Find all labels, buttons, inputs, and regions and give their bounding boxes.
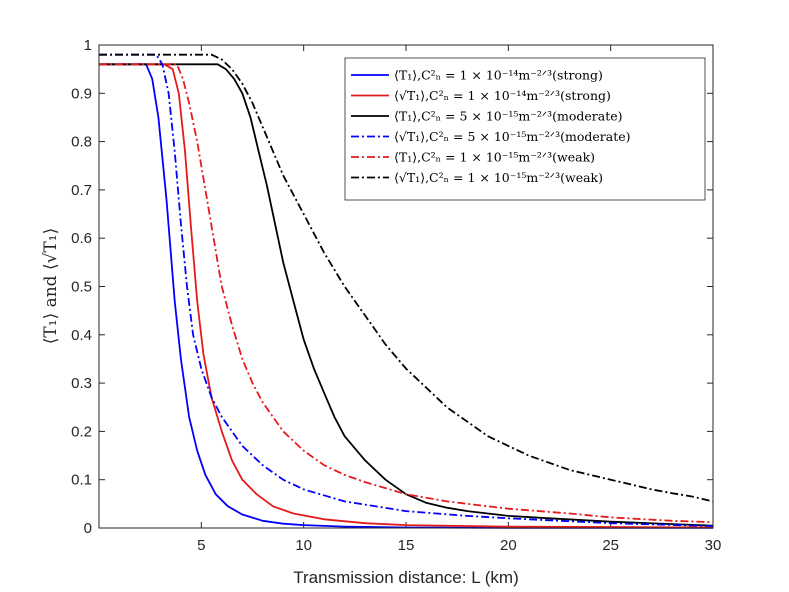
legend-box: [344, 57, 706, 201]
x-tick-label: 20: [500, 537, 517, 554]
legend-entry-1: ⟨T₁⟩,C²ₙ = 1 × 10⁻¹⁴m⁻²ᐟ³(strong): [394, 68, 603, 83]
series-line-3: [99, 63, 714, 527]
y-tick-label: 0.6: [71, 230, 92, 247]
legend-regime: (weak): [552, 150, 595, 165]
x-tick-label: 15: [398, 537, 415, 554]
x-tick-label: 25: [602, 537, 619, 554]
y-axis-label: ⟨T₁⟩ and ⟨√T₁⟩: [41, 228, 61, 344]
y-tick-label: 0.3: [71, 375, 92, 392]
legend-regime: (weak): [560, 170, 603, 185]
legend-regime: (strong): [560, 88, 611, 103]
y-tick-label: 0.2: [71, 423, 92, 440]
legend-entry-6: ⟨√T₁⟩,C²ₙ = 1 × 10⁻¹⁵m⁻²ᐟ³(weak): [394, 170, 603, 185]
legend-entry-3: ⟨T₁⟩,C²ₙ = 5 × 10⁻¹⁵m⁻²ᐟ³(moderate): [394, 109, 623, 124]
y-tick-label: 0: [84, 520, 92, 537]
legend-regime: (moderate): [552, 109, 622, 124]
legend-quantity: ⟨T₁⟩,: [394, 150, 421, 165]
x-axis-label: Transmission distance: L (km): [293, 568, 518, 587]
y-tick-label: 0.4: [71, 327, 92, 344]
legend-quantity: ⟨√T₁⟩,: [394, 170, 429, 185]
y-tick-label: 0.9: [71, 85, 92, 102]
x-tick-label: 10: [295, 537, 312, 554]
legend-entry-4: ⟨√T₁⟩,C²ₙ = 5 × 10⁻¹⁵m⁻²ᐟ³(moderate): [394, 129, 631, 144]
legend-quantity: ⟨√T₁⟩,: [394, 88, 429, 103]
legend-cn2: C²ₙ = 5 × 10⁻¹⁵m⁻²ᐟ³: [429, 129, 560, 144]
series-line-4: [99, 53, 714, 527]
legend-cn2: C²ₙ = 1 × 10⁻¹⁵m⁻²ᐟ³: [421, 150, 552, 165]
legend-cn2: C²ₙ = 1 × 10⁻¹⁴m⁻²ᐟ³: [429, 88, 560, 103]
series-line-6: [99, 53, 714, 503]
legend-entry-2: ⟨√T₁⟩,C²ₙ = 1 × 10⁻¹⁴m⁻²ᐟ³(strong): [394, 88, 611, 103]
legend-cn2: C²ₙ = 1 × 10⁻¹⁵m⁻²ᐟ³: [429, 170, 560, 185]
y-tick-label: 0.1: [71, 472, 92, 489]
legend-cn2: C²ₙ = 1 × 10⁻¹⁴m⁻²ᐟ³: [421, 68, 552, 83]
y-tick-label: 0.5: [71, 279, 92, 296]
series-line-5: [99, 63, 714, 524]
legend-entry-5: ⟨T₁⟩,C²ₙ = 1 × 10⁻¹⁵m⁻²ᐟ³(weak): [394, 150, 595, 165]
ticks-layer: 5 10 15 20 25 30 0 0.1 0.2 0.3 0.4 0.5 0.6 0.7 0.8 0.9 1: [71, 37, 721, 554]
x-tick-label: 5: [197, 537, 205, 554]
y-tick-label: 0.8: [71, 134, 92, 151]
series-line-1: [99, 63, 714, 529]
legend-quantity: ⟨T₁⟩,: [394, 109, 421, 124]
legend: ⟨T₁⟩,C²ₙ = 1 × 10⁻¹⁴m⁻²ᐟ³(strong)⟨√T₁⟩,C…: [344, 57, 706, 201]
legend-quantity: ⟨T₁⟩,: [394, 68, 421, 83]
x-tick-label: 30: [705, 537, 722, 554]
legend-cn2: C²ₙ = 5 × 10⁻¹⁵m⁻²ᐟ³: [421, 109, 552, 124]
series-layer: [99, 53, 714, 529]
legend-regime: (moderate): [560, 129, 630, 144]
legend-regime: (strong): [552, 68, 603, 83]
y-tick-label: 1: [84, 37, 92, 54]
y-tick-label: 0.7: [71, 182, 92, 199]
series-line-2: [99, 63, 714, 529]
plot-frame: [98, 44, 714, 529]
legend-quantity: ⟨√T₁⟩,: [394, 129, 429, 144]
